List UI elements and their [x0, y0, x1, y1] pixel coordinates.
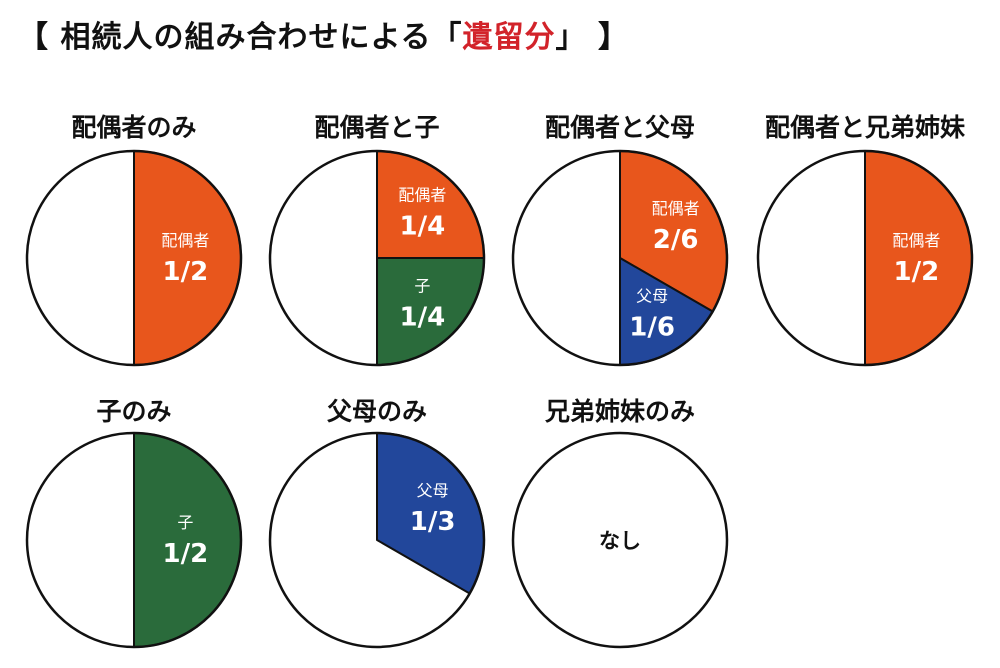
pie-outline — [756, 149, 974, 367]
chart-title-spouse-only: 配偶者のみ — [71, 113, 197, 142]
slice-value-label-0: 1/2 — [163, 539, 209, 569]
pie-chart-spouse-and-child: 配偶者 1/4 子 1/4 — [268, 149, 486, 367]
pie-outline — [511, 149, 729, 367]
slice-name-label-1: 父母 — [636, 287, 668, 306]
pie-outline — [25, 149, 243, 367]
chart-title-spouse-and-child: 配偶者と子 — [314, 113, 440, 142]
pie-chart-child-only: 子 1/2 — [25, 431, 243, 649]
chart-title-siblings-only: 兄弟姉妹のみ — [544, 397, 695, 426]
slice-name-label-0: 配偶者 — [161, 231, 209, 250]
page-title: 【 相続人の組み合わせによる「遺留分」 】 — [18, 12, 629, 56]
chart-title-child-only: 子のみ — [96, 397, 172, 426]
slice-value-label-0: 1/2 — [163, 257, 209, 287]
pie-chart-spouse-and-siblings: 配偶者 1/2 — [756, 149, 974, 367]
pie-chart-parents-only: 父母 1/3 — [268, 431, 486, 649]
slice-name-label-0: 子 — [177, 513, 193, 532]
slice-name-label-0: 配偶者 — [398, 186, 446, 205]
pie-chart-spouse-and-parents: 配偶者 2/6 父母 1/6 — [511, 149, 729, 367]
title-highlight: 遺留分 — [462, 20, 556, 55]
slice-name-label-0: 父母 — [417, 481, 449, 500]
title-close: 」 】 — [555, 20, 629, 55]
slice-name-label-0: 配偶者 — [652, 199, 700, 218]
pie-outline — [268, 149, 486, 367]
chart-title-spouse-and-siblings: 配偶者と兄弟姉妹 — [764, 113, 965, 142]
slice-value-label-0: 1/2 — [894, 257, 940, 287]
slice-value-label-0: 1/3 — [410, 507, 456, 537]
chart-title-spouse-and-parents: 配偶者と父母 — [544, 113, 695, 142]
pie-background — [513, 433, 727, 647]
slice-name-label-0: 配偶者 — [892, 231, 940, 250]
pie-outline — [268, 431, 486, 649]
pie-outline — [511, 431, 729, 649]
slice-value-label-0: 1/4 — [400, 212, 446, 242]
slice-name-label-1: 子 — [414, 276, 430, 295]
slice-value-label-1: 1/4 — [400, 302, 446, 332]
slice-value-label-0: 2/6 — [653, 225, 699, 255]
chart-title-parents-only: 父母のみ — [326, 397, 427, 426]
pie-outline — [25, 431, 243, 649]
empty-label: なし — [599, 529, 641, 553]
pie-chart-spouse-only: 配偶者 1/2 — [25, 149, 243, 367]
pie-chart-siblings-only: なし — [511, 431, 729, 649]
title-open: 【 相続人の組み合わせによる「 — [18, 20, 463, 55]
slice-value-label-1: 1/6 — [629, 313, 675, 343]
